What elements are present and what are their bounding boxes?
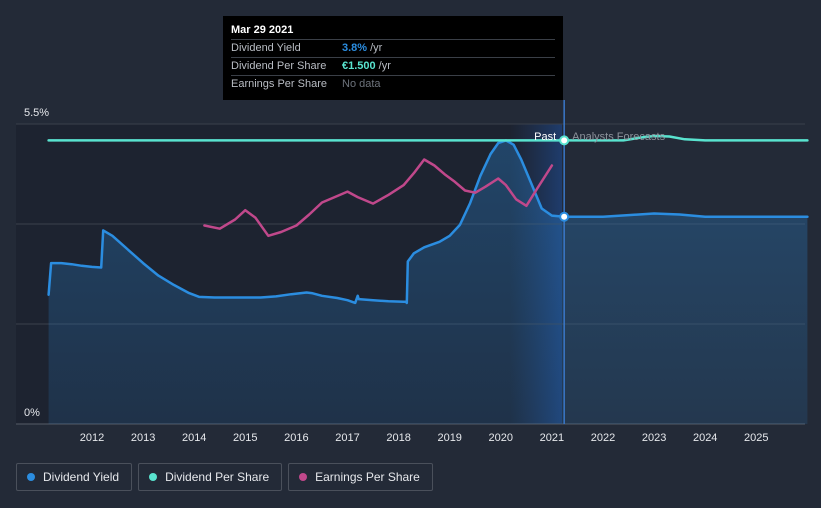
legend-item-dividend-per-share[interactable]: Dividend Per Share <box>138 463 283 491</box>
tooltip-date: Mar 29 2021 <box>231 24 294 36</box>
series-areas <box>48 140 808 424</box>
tooltip-row-unit: /yr <box>378 60 391 72</box>
tooltip-row-value: 3.8% <box>342 42 368 54</box>
hover-markers <box>559 135 570 222</box>
legend-dot-icon <box>299 473 308 481</box>
legend-item-earnings-per-share[interactable]: Earnings Per Share <box>288 463 433 491</box>
x-tick-label: 2023 <box>642 432 666 444</box>
series-line-dividend-per-share <box>47 134 809 142</box>
tooltip-row-unit: /yr <box>370 42 383 54</box>
series-line-dividend-yield <box>47 139 809 305</box>
x-tick-label: 2025 <box>744 432 768 444</box>
x-tick-label: 2014 <box>182 432 206 444</box>
hover-marker-0 <box>559 211 570 222</box>
series-line-earnings-per-share <box>203 158 554 238</box>
x-tick-label: 2021 <box>540 432 564 444</box>
legend: Dividend Yield Dividend Per Share Earnin… <box>16 463 433 491</box>
x-tick-label: 2013 <box>131 432 155 444</box>
legend-dot-icon <box>149 473 158 481</box>
tooltip-row-dividend-per-share: Dividend Per Share €1.500 /yr <box>231 57 555 75</box>
x-tick-label: 2016 <box>284 432 308 444</box>
x-tick-label: 2017 <box>335 432 359 444</box>
x-tick-label: 2022 <box>591 432 615 444</box>
x-tick-label: 2020 <box>489 432 513 444</box>
x-tick-label: 2024 <box>693 432 717 444</box>
x-tick-label: 2015 <box>233 432 257 444</box>
x-axis-ticks: 2012 2013 2014 2015 2016 2017 2018 2019 2020 2021… <box>80 432 769 444</box>
tooltip-row-label: Dividend Yield <box>231 42 301 54</box>
series-lines <box>47 134 809 305</box>
tooltip-row-earnings-per-share: Earnings Per Share No data <box>231 75 555 93</box>
tooltip: Mar 29 2021 Dividend Yield 3.8% /yr Divi… <box>223 16 563 100</box>
y-tick-label-top: 5.5% <box>24 107 49 119</box>
tooltip-row-value: €1.500 <box>342 60 376 72</box>
tooltip-row-label: Earnings Per Share <box>231 78 327 90</box>
x-tick-label: 2019 <box>437 432 461 444</box>
y-tick-label-bottom: 0% <box>24 407 40 419</box>
legend-label: Dividend Yield <box>43 470 120 484</box>
past-label: Past <box>534 131 556 143</box>
legend-label: Earnings Per Share <box>315 470 420 484</box>
hover-marker-1 <box>559 135 570 146</box>
tooltip-row-dividend-yield: Dividend Yield 3.8% /yr <box>231 39 555 57</box>
analysts-forecasts-label: Analysts Forecasts <box>572 131 665 143</box>
x-tick-label: 2018 <box>386 432 410 444</box>
legend-item-dividend-yield[interactable]: Dividend Yield <box>16 463 133 491</box>
legend-dot-icon <box>27 473 35 481</box>
legend-label: Dividend Per Share <box>165 470 270 484</box>
series-area-0 <box>48 140 808 424</box>
tooltip-row-label: Dividend Per Share <box>231 60 327 72</box>
x-tick-label: 2012 <box>80 432 104 444</box>
tooltip-row-value: No data <box>342 78 381 90</box>
